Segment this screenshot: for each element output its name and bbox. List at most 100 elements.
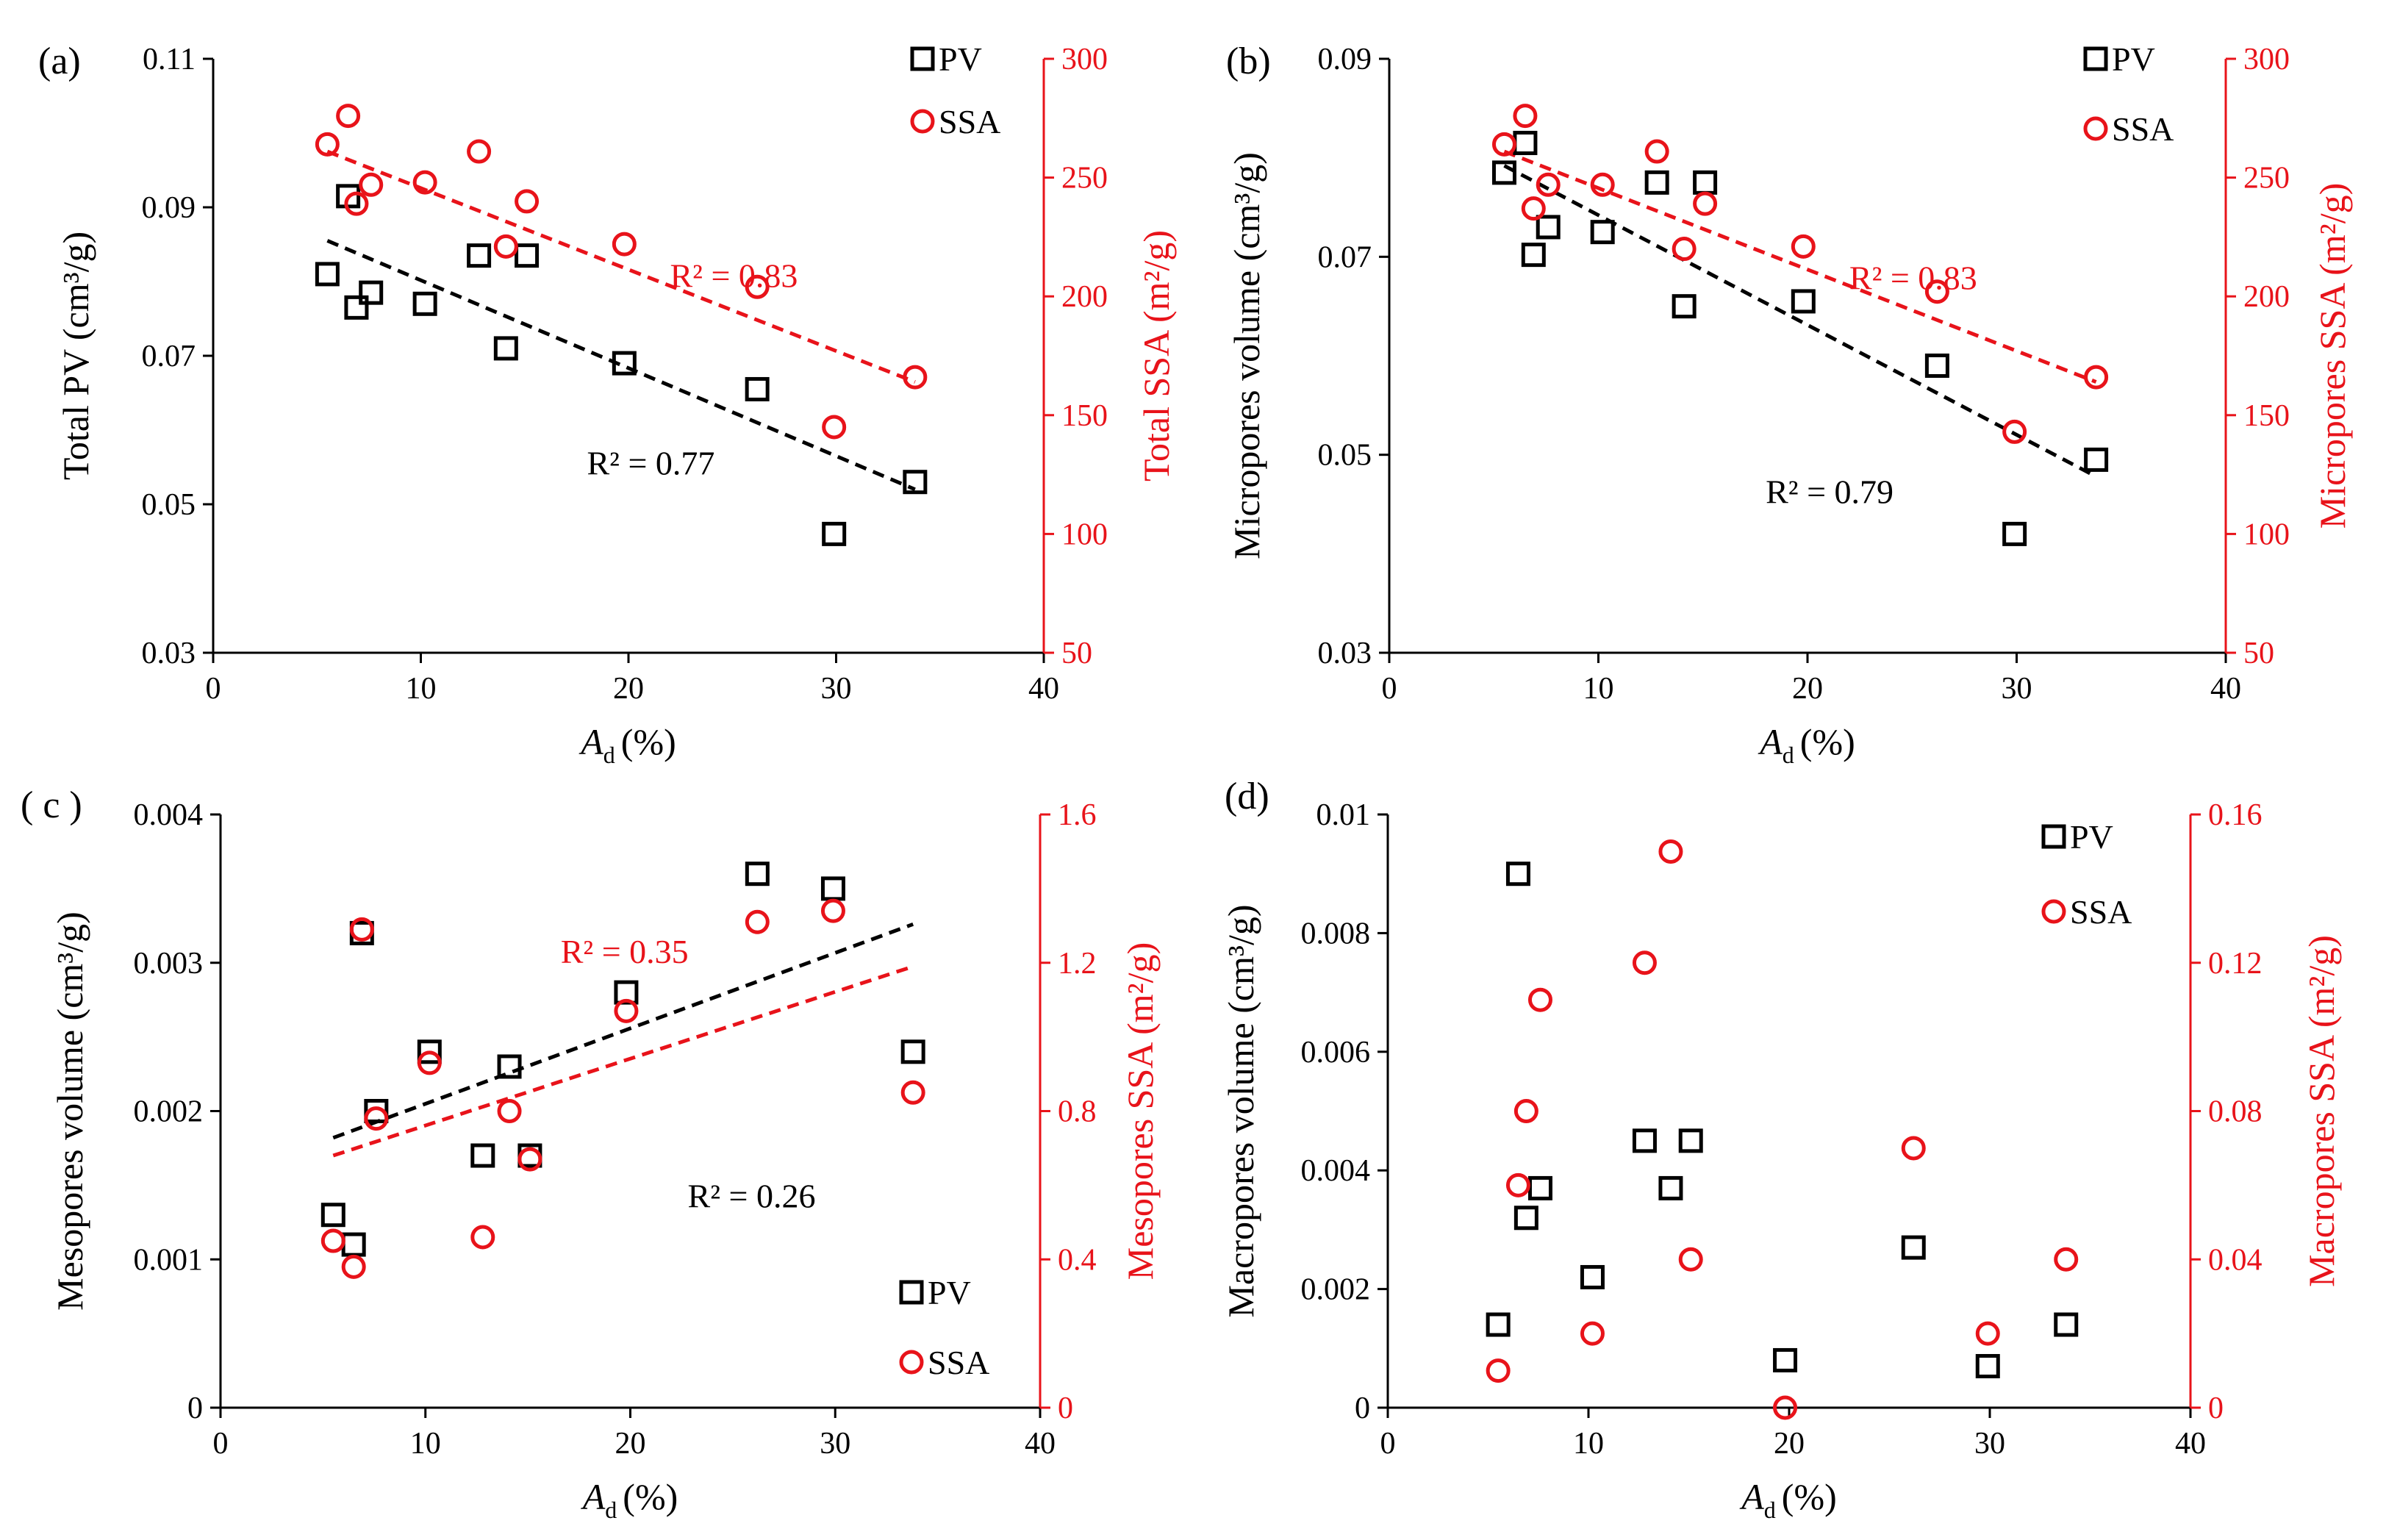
right-y-tick-label: 1.2 [1058,947,1097,981]
ssa-point [517,1147,542,1172]
x-tick-label: 30 [821,672,852,706]
pv-point [2002,521,2027,546]
pv-point [1644,170,1669,195]
ssa-point [1505,1172,1530,1197]
pv-point [412,291,437,316]
pv-point [1486,1312,1511,1337]
pv-point [903,470,928,495]
x-axis-title-sub: d [603,742,615,768]
pv-point [493,336,518,361]
x-tick-label: 20 [615,1427,646,1461]
x-tick-label: 30 [2002,672,2032,706]
x-tick-label: 10 [1573,1427,1604,1461]
left-y-tick-label: 0 [1355,1392,1370,1425]
right-y-tick-label: 50 [1061,637,1092,670]
pv-point [344,295,369,320]
pv-point [1678,1128,1703,1153]
r2-label-pv: R² = 0.79 [1766,473,1894,511]
left-y-tick-label: 0.07 [1318,240,1372,274]
pv-point [364,1099,389,1123]
x-tick-label: 10 [1583,672,1614,706]
ssa-point [1486,1358,1511,1383]
ssa-point [2054,1247,2079,1272]
left-y-tick-label: 0.008 [1301,917,1371,950]
left-y-tick-label: 0.05 [142,488,196,522]
right-y-tick-label: 200 [1061,280,1108,314]
ssa-point [1678,1247,1703,1272]
trendline-ssa [332,964,914,1158]
x-axis-title-main: A [578,721,603,762]
r2-label-ssa: R² = 0.83 [670,257,798,294]
right-y-tick-label: 300 [1061,43,1108,76]
ssa-point [1773,1395,1798,1420]
pv-point [1975,1354,2000,1379]
x-axis-title-main: A [1739,1476,1764,1517]
legend-pv-marker [2083,46,2108,71]
panel-b: 0 10 20 30 40 0.03 0.05 0.07 0.09 50 100 150 200 250 3… [1226,40,2353,768]
ssa-point [1975,1321,2000,1346]
pv-point [820,876,845,901]
legend-ssa-label: SSA [939,103,1000,140]
panel-label: (d) [1225,776,1269,817]
x-tick-label: 10 [410,1427,441,1461]
left-y-tick-label: 0.03 [1318,637,1372,670]
ssa-point [336,104,361,129]
x-tick-label: 40 [2210,672,2241,706]
right-y-tick-label: 0.4 [1058,1243,1097,1277]
right-y-axis-title: Macropores SSA (m²/g) [2301,935,2342,1287]
pv-point [1580,1264,1605,1289]
x-tick-label: 40 [1025,1427,1056,1461]
ssa-point [745,909,770,934]
panel-label: (b) [1226,40,1271,82]
left-y-axis-title: Micropores volume (cm³/g) [1226,152,1267,559]
ssa-point [467,139,492,164]
r2-label-ssa: R² = 0.83 [1849,259,1977,297]
x-tick-label: 40 [1028,672,1059,706]
ssa-point [1527,987,1552,1012]
r2-label-pv: R² = 0.26 [688,1178,816,1215]
pv-point [1632,1128,1657,1153]
left-y-axis-title: Mesopores volume (cm³/g) [49,912,90,1311]
legend-pv-marker [910,46,935,71]
trendline-ssa [326,149,916,384]
r2-label-ssa: R² = 0.35 [561,933,689,970]
ssa-point [820,898,845,923]
legend-pv-label: PV [2070,818,2113,856]
right-y-tick-label: 250 [2243,162,2290,196]
x-axis-title-main: A [1758,721,1783,762]
legend-ssa-marker [2083,116,2108,141]
left-y-tick-label: 0.002 [134,1095,204,1129]
ssa-point [1513,104,1538,129]
ssa-point [2084,365,2109,390]
right-y-tick-label: 0.16 [2208,798,2263,832]
pv-point [341,1232,366,1257]
pv-point [900,1039,925,1064]
right-y-tick-label: 50 [2243,637,2274,670]
pv-point [2054,1312,2079,1337]
panel-d: 0 10 20 30 4000.0020.0040.0060.0080.0100.040… [1220,776,2342,1523]
x-tick-label: 0 [1380,1427,1396,1461]
ssa-point [349,917,374,942]
ssa-point [903,365,928,390]
ssa-point [364,1106,389,1131]
left-y-tick-label: 0.09 [1318,43,1372,76]
pv-point [1924,353,1949,378]
ssa-point [1580,1321,1605,1346]
right-y-axis-title: Total SSA (m²/g) [1136,230,1177,481]
pv-point [515,243,540,268]
ssa-point [1901,1136,1926,1161]
right-y-tick-label: 100 [2243,517,2290,551]
trendline-pv [332,922,914,1140]
ssa-point [497,1099,522,1123]
ssa-point [1644,139,1669,164]
ssa-point [1924,279,1949,304]
pv-point [315,262,340,287]
legend: PV SSA [910,40,1000,140]
ssa-point [822,415,847,440]
x-tick-label: 30 [820,1427,850,1461]
right-y-tick-label: 1.6 [1058,798,1097,832]
x-tick-label: 0 [206,672,221,706]
ssa-point [1632,950,1657,975]
trendline-pv [1503,164,2097,479]
panel-label: ( c ) [21,784,82,826]
